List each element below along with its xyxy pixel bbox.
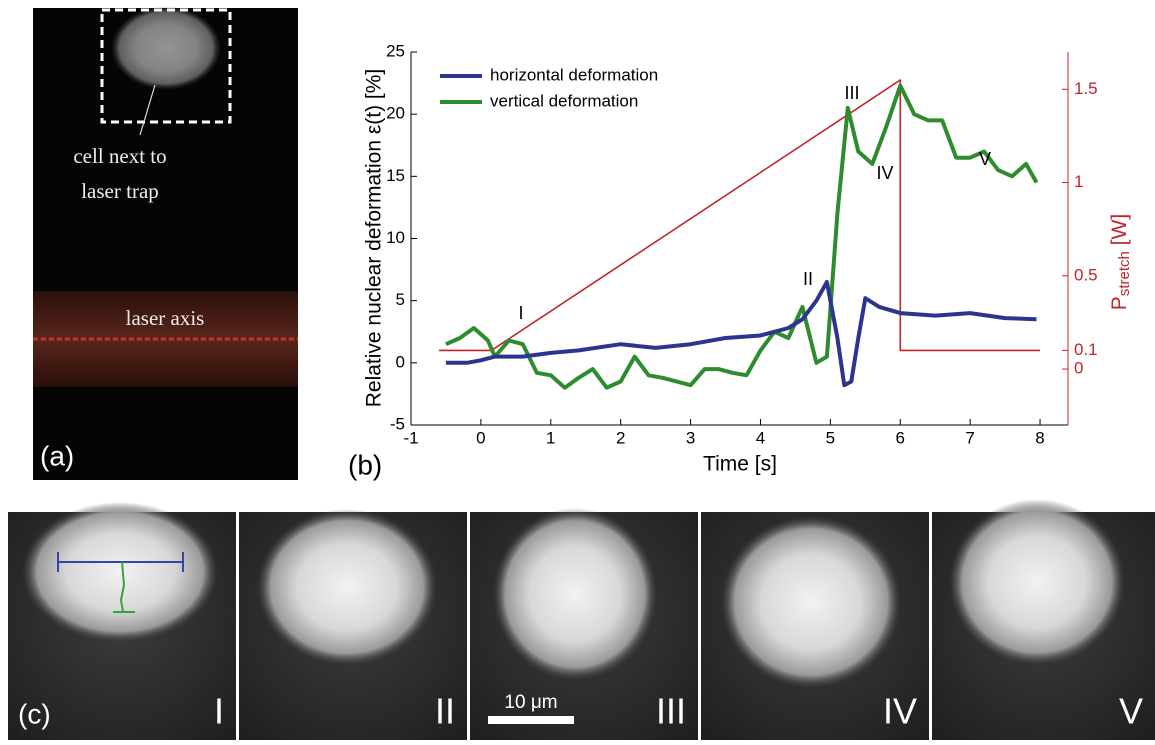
panel-label: (a) [40,440,74,471]
y2-tick-label: 1.5 [1074,79,1098,98]
x-tick-label: 6 [896,428,905,447]
vertical-measure [113,561,135,613]
x-tick-label: 5 [826,428,835,447]
y2-tick-label: 0.5 [1074,265,1098,284]
x-tick-label: -1 [403,428,418,447]
panel-label: (b) [348,449,382,480]
y-axis-label: Relative nuclear deformation ε(t) [%] [363,69,386,408]
frame-label: II [435,691,455,732]
chart: Relative nuclear deformation ε(t) [%] Ti… [363,41,1133,475]
y-tick-label: 0 [396,352,405,371]
series-line [445,83,1039,390]
panel-a: cell next to laser trap laser axis (a) [33,6,298,480]
nucleus [493,508,657,680]
cell [111,6,221,90]
annotation: IV [876,163,893,183]
cell-text: cell next to [73,144,166,168]
y2-label-sub: stretch [1116,251,1133,296]
axis-text: laser axis [126,306,205,330]
y2-tick-label: 0 [1074,359,1083,378]
y-tick-label: 10 [386,228,405,247]
legend-label: vertical deformation [490,91,638,110]
y-tick-label: 20 [386,104,405,123]
y-tick-label: 15 [386,166,405,185]
y2-label-main: P [1108,296,1131,310]
annotation: III [844,83,859,103]
nucleus [22,502,218,642]
scale-bar [488,716,574,724]
x-tick-label: 0 [476,428,485,447]
nucleus [721,516,901,688]
frame-label: IV [883,691,917,732]
y-tick-label: -5 [390,414,405,433]
nucleus [257,509,437,665]
frame-label: I [214,691,224,732]
series-line [439,79,1040,352]
y-tick-label: 5 [396,290,405,309]
x-tick-label: 7 [965,428,974,447]
y2-tick-label: 1 [1074,172,1083,191]
trap-box [100,8,232,124]
panel-label: (c) [18,698,51,729]
x-tick-label: 3 [686,428,695,447]
cell-text: laser trap [81,179,159,203]
y2-axis-label: Pstretch [W] [1108,214,1133,310]
y-tick-label: 25 [386,41,405,60]
pointer [139,84,156,136]
y2-label-unit: [W] [1108,214,1131,251]
series-line [445,280,1037,388]
frame-label: V [1119,691,1143,732]
annotation: II [803,269,813,289]
annotation: V [979,149,991,169]
x-tick-label: 8 [1035,428,1044,447]
x-axis-label: Time [s] [703,453,777,476]
frame-label: III [656,691,686,732]
y2-tick-label: 0.1 [1074,340,1098,359]
x-tick-label: 1 [546,428,555,447]
x-tick-label: 4 [756,428,765,447]
legend-label: horizontal deformation [490,65,658,84]
panel-c: I II III IV V(c) 10 μm [8,499,1155,740]
x-tick-label: 2 [616,428,625,447]
nucleus [949,499,1125,665]
horizontal-measure [57,552,184,572]
scale-label: 10 μm [504,692,557,713]
annotation: I [518,303,523,323]
